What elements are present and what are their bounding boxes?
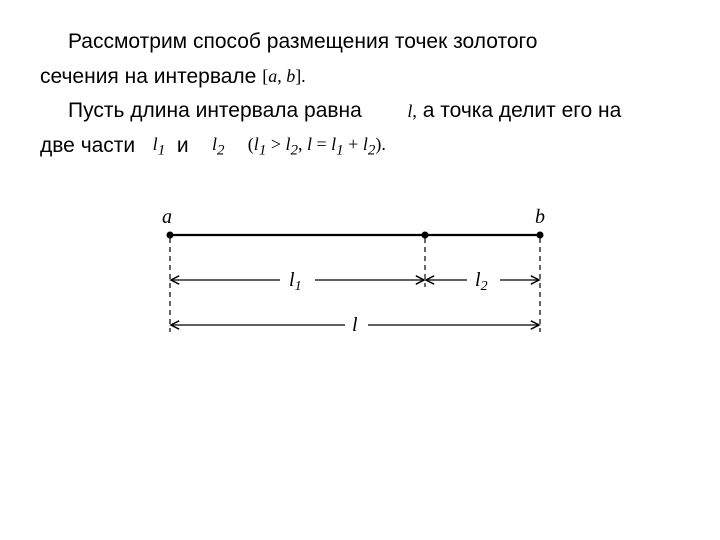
- l-symbol: l,: [379, 97, 417, 127]
- diagram-svg: a b l1 l2 l: [120, 195, 580, 365]
- text-line2a: сечения на интервале: [40, 65, 262, 88]
- text-line4a: две части: [40, 134, 141, 157]
- point-b: [537, 232, 544, 239]
- text-line3b: а точка делит его на: [423, 99, 622, 122]
- label-a: a: [162, 206, 172, 228]
- line4: две части l1 и l2 (l1 > l2, l = l1 + l2)…: [40, 129, 680, 164]
- interval-math: [a, b].: [262, 62, 306, 92]
- label-l2: l2: [475, 269, 488, 294]
- text-line3a: Пусть длина интервала равна: [68, 99, 368, 122]
- paragraph-2: Пусть длина интервала равна l, а точка д…: [40, 94, 680, 129]
- label-b: b: [535, 206, 545, 228]
- condition-math: (l1 > l2, l = l1 + l2).: [248, 130, 386, 163]
- line2: сечения на интервале [a, b].: [40, 60, 680, 95]
- text-and: и: [177, 134, 189, 157]
- l2-symbol: l2: [212, 130, 225, 163]
- segment-diagram: a b l1 l2 l: [120, 195, 580, 375]
- body-text: Рассмотрим способ размещения точек золот…: [40, 25, 680, 164]
- paragraph-1: Рассмотрим способ размещения точек золот…: [40, 25, 680, 60]
- l1-symbol: l1: [153, 130, 166, 163]
- point-a: [167, 232, 174, 239]
- label-l: l: [352, 314, 358, 336]
- point-division: [422, 232, 429, 239]
- label-l1: l1: [289, 269, 302, 294]
- text-line1: Рассмотрим способ размещения точек золот…: [68, 30, 537, 53]
